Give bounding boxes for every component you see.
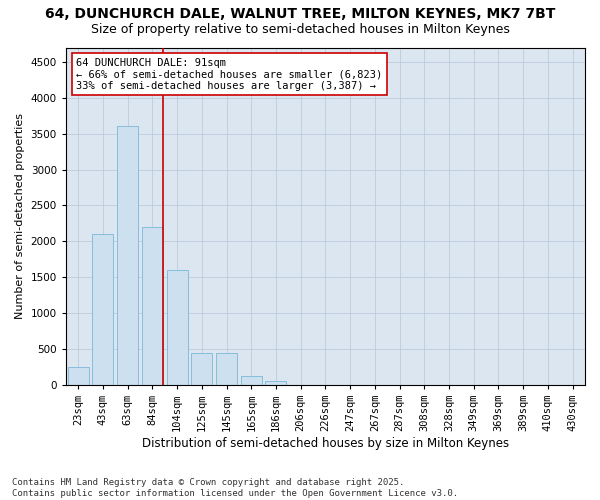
Bar bbox=[117, 126, 138, 385]
X-axis label: Distribution of semi-detached houses by size in Milton Keynes: Distribution of semi-detached houses by … bbox=[142, 437, 509, 450]
Bar bbox=[265, 380, 286, 385]
Text: 64, DUNCHURCH DALE, WALNUT TREE, MILTON KEYNES, MK7 7BT: 64, DUNCHURCH DALE, WALNUT TREE, MILTON … bbox=[45, 8, 555, 22]
Bar bbox=[191, 352, 212, 385]
Text: 64 DUNCHURCH DALE: 91sqm
← 66% of semi-detached houses are smaller (6,823)
33% o: 64 DUNCHURCH DALE: 91sqm ← 66% of semi-d… bbox=[76, 58, 382, 91]
Text: Size of property relative to semi-detached houses in Milton Keynes: Size of property relative to semi-detach… bbox=[91, 22, 509, 36]
Bar bbox=[142, 227, 163, 385]
Text: Contains HM Land Registry data © Crown copyright and database right 2025.
Contai: Contains HM Land Registry data © Crown c… bbox=[12, 478, 458, 498]
Bar bbox=[241, 376, 262, 385]
Bar bbox=[68, 367, 89, 385]
Bar bbox=[92, 234, 113, 385]
Bar bbox=[167, 270, 188, 385]
Bar bbox=[216, 352, 237, 385]
Y-axis label: Number of semi-detached properties: Number of semi-detached properties bbox=[15, 113, 25, 319]
